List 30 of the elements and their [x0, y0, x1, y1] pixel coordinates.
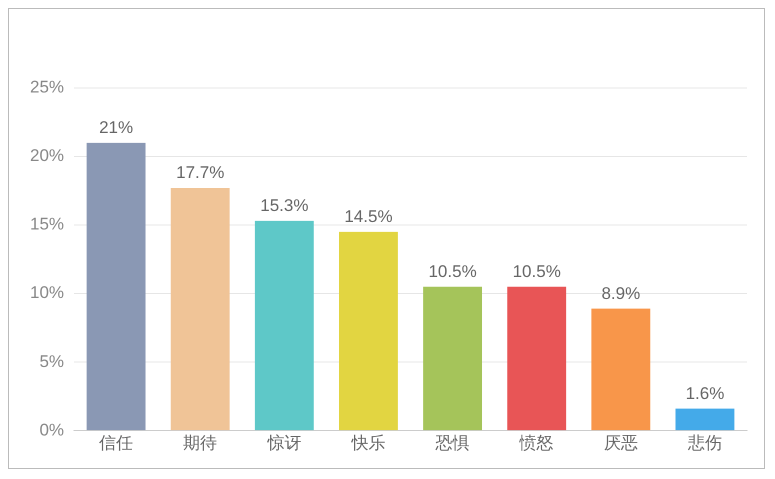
x-tick-label: 厌恶 — [604, 433, 638, 452]
bar — [339, 232, 398, 430]
x-tick-label: 快乐 — [350, 433, 386, 452]
data-label: 10.5% — [428, 262, 477, 281]
y-tick-label: 0% — [39, 420, 64, 440]
y-tick-label: 25% — [30, 78, 64, 97]
y-tick-label: 15% — [30, 214, 64, 234]
bar — [170, 188, 230, 430]
y-tick-label: 20% — [30, 146, 64, 166]
y-tick-label: 5% — [39, 352, 64, 371]
bar — [591, 308, 650, 430]
data-label: 10.5% — [512, 262, 561, 281]
data-label: 14.5% — [344, 207, 393, 226]
bar — [86, 142, 146, 430]
bar — [507, 286, 566, 430]
y-tick-label: 10% — [30, 283, 64, 302]
bar — [423, 286, 482, 430]
data-label: 8.9% — [601, 284, 640, 303]
x-tick-label: 期待 — [183, 433, 218, 452]
x-tick-label: 信任 — [99, 433, 134, 452]
data-label: 15.3% — [260, 196, 308, 216]
x-tick-label: 惊讶 — [266, 433, 302, 452]
data-label: 21% — [99, 118, 134, 138]
bar — [254, 220, 314, 430]
x-tick-label: 悲伤 — [686, 433, 722, 452]
x-tick-label: 恐惧 — [434, 433, 470, 452]
x-tick-label: 愤怒 — [518, 433, 554, 452]
bar — [675, 408, 734, 430]
data-label: 17.7% — [176, 163, 224, 182]
data-label: 1.6% — [686, 384, 724, 403]
